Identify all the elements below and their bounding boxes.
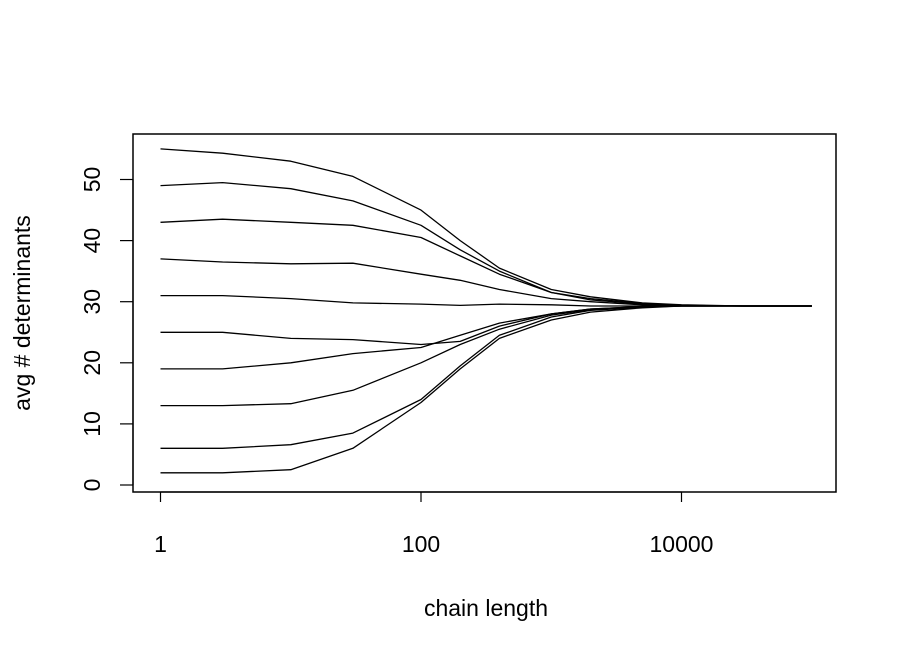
y-tick-label: 30 [79,289,105,315]
y-tick-label: 50 [79,167,105,193]
series-line-2 [160,181,812,307]
y-tick-label: 40 [79,228,105,254]
series-line-8 [160,305,812,407]
series-line-1 [160,148,812,307]
x-axis: 1 100 10000 [154,491,714,557]
x-tick-label: 100 [402,531,440,557]
series-lines [160,148,812,474]
series-line-4 [160,258,812,307]
series-line-5 [160,294,812,307]
x-tick-label: 10000 [650,531,714,557]
series-line-7 [160,305,812,370]
x-axis-label: chain length [424,595,548,621]
y-tick-label: 0 [79,479,105,492]
y-axis-label: avg # determinants [9,215,35,411]
series-line-6 [160,305,812,346]
series-line-10 [160,305,812,474]
y-axis: 0 10 20 30 40 50 [79,167,134,492]
y-tick-label: 10 [79,411,105,437]
y-tick-label: 20 [79,350,105,376]
x-tick-label: 1 [154,531,167,557]
plot-frame [132,133,837,493]
